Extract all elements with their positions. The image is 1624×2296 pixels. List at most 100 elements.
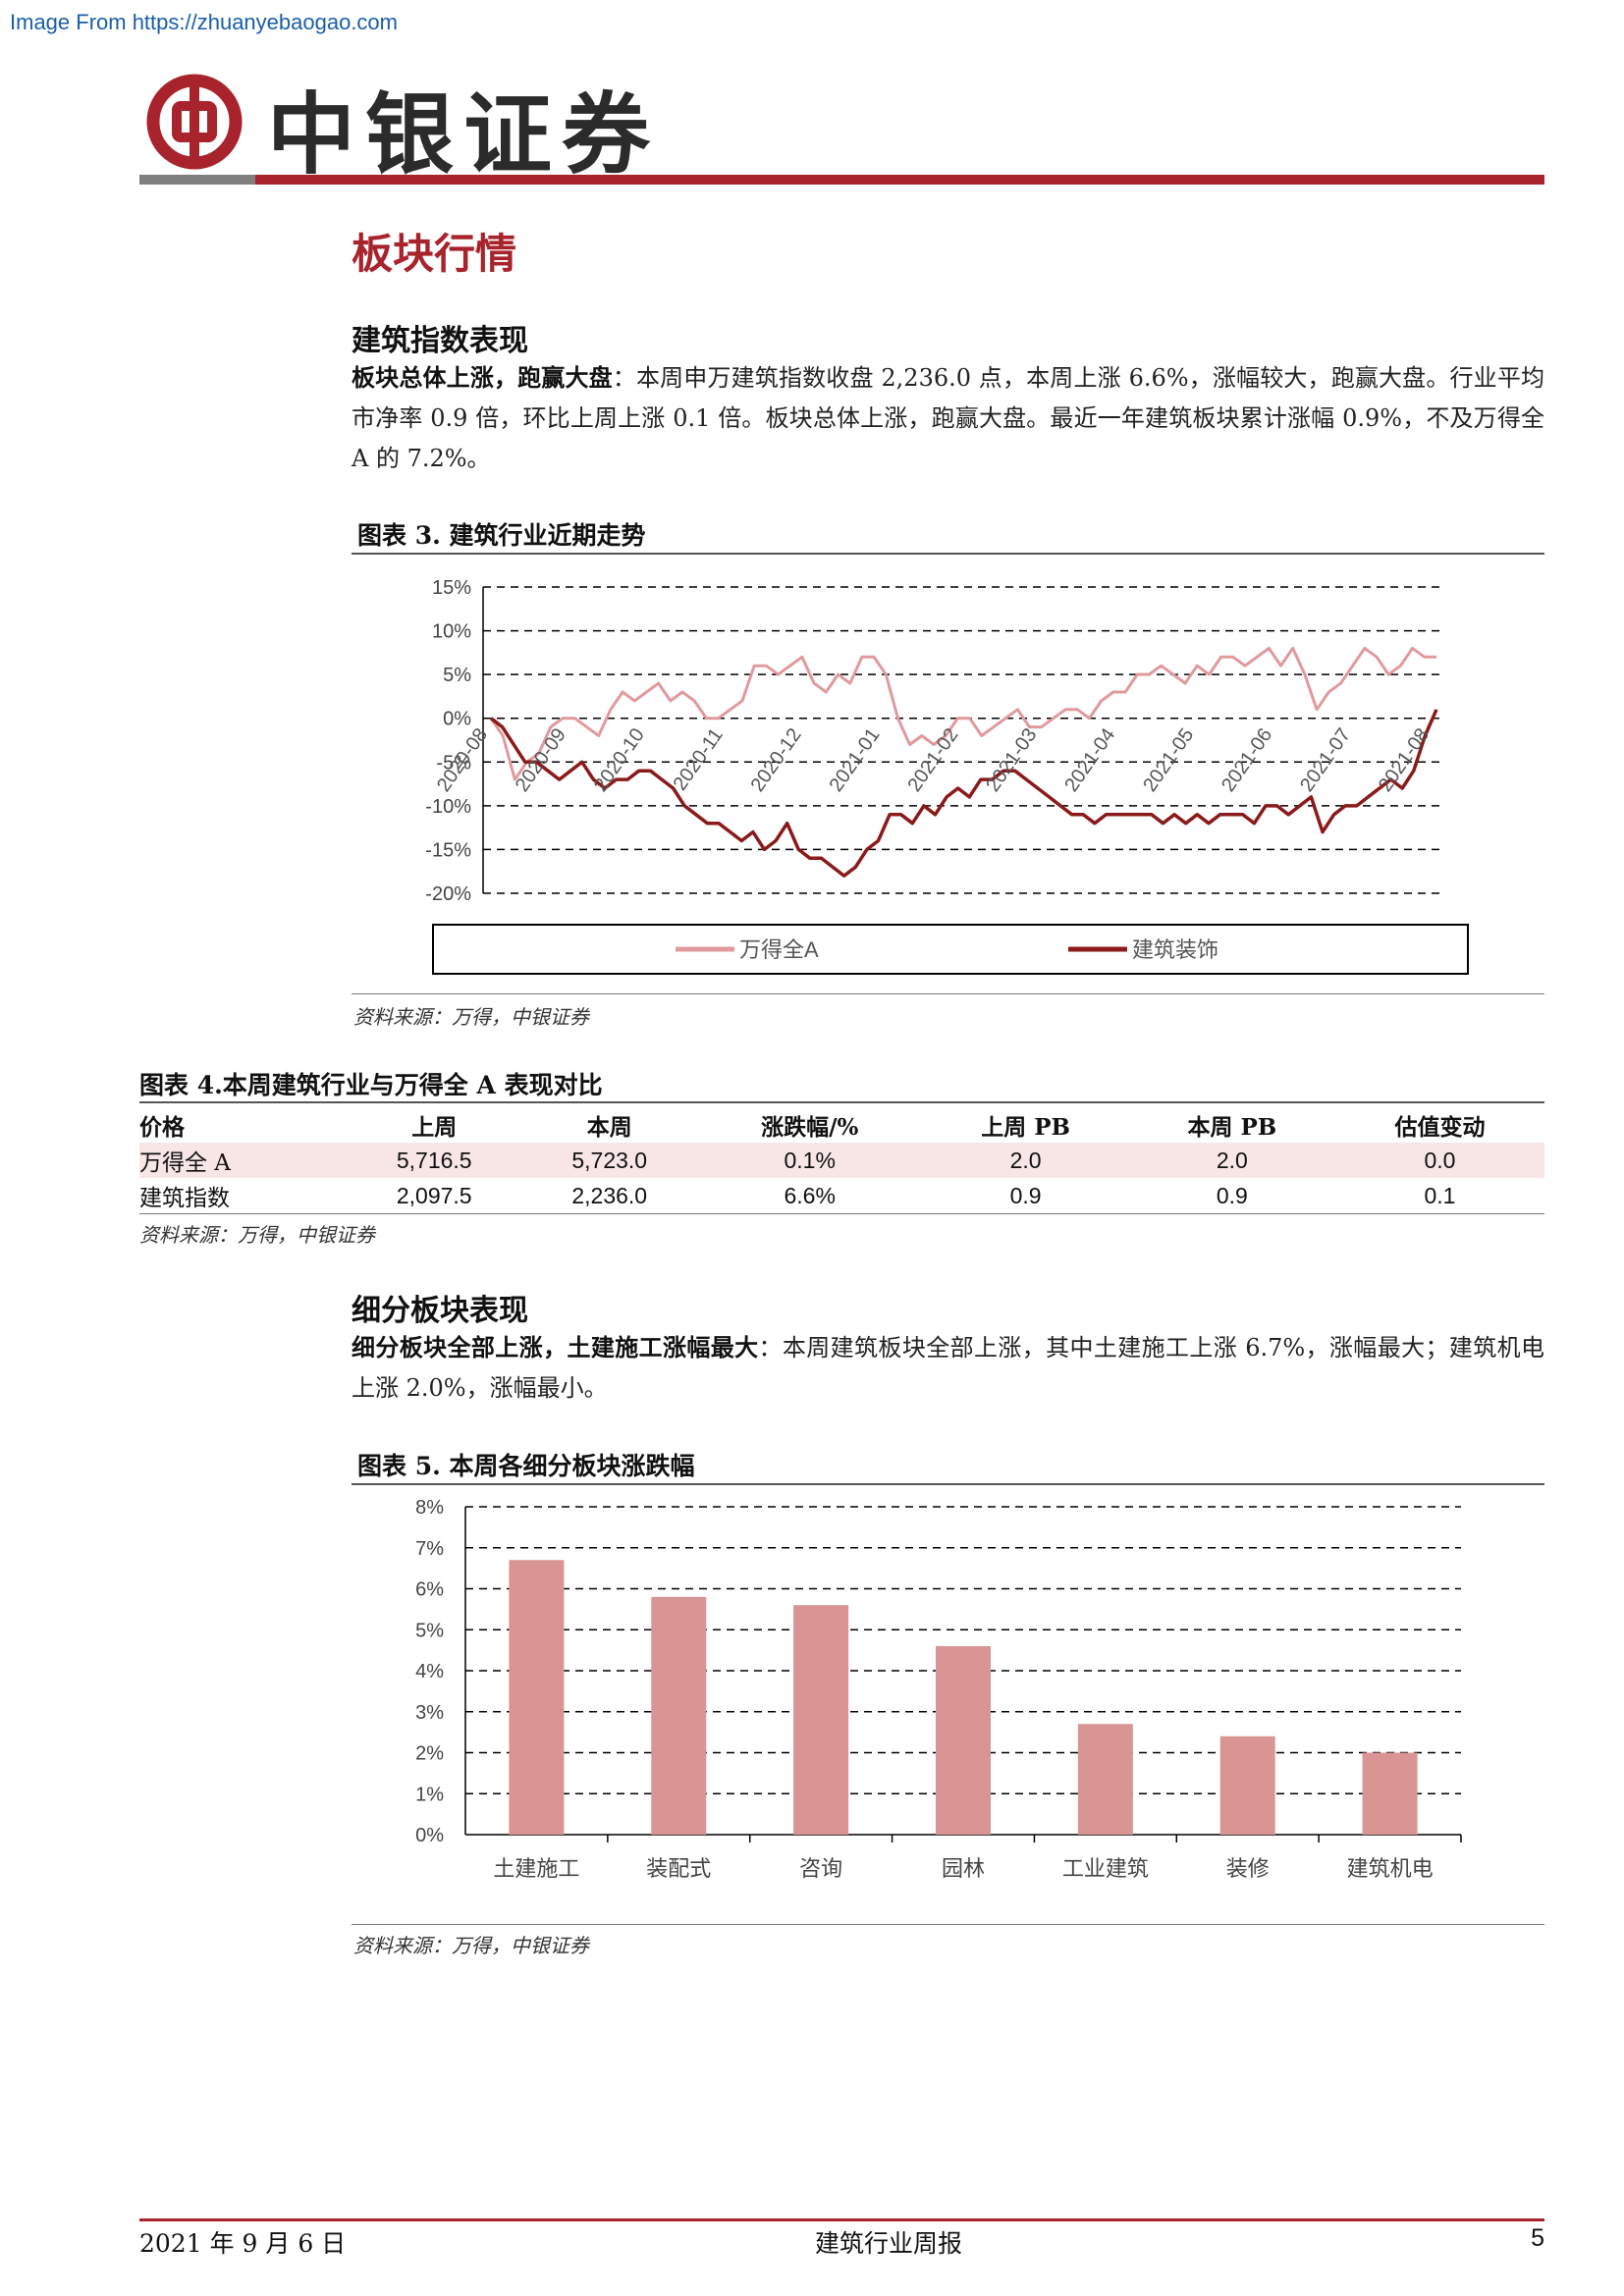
x-tick-label: 2020-12 [747, 724, 806, 796]
table-header: 价格 [139, 1114, 185, 1141]
figure-4-source: 资料来源：万得，中银证券 [139, 1223, 375, 1247]
y-tick-label: 7% [415, 1538, 444, 1560]
y-tick-label: 2% [415, 1743, 444, 1765]
legend-box [432, 924, 1469, 975]
paragraph-body: ：本周建筑板块全部上涨，其中土建施工上涨 6.7%，涨幅最大；建筑机电上涨 2.… [352, 1334, 1544, 1402]
y-tick-label: -20% [425, 883, 471, 905]
series-line-construction [489, 709, 1438, 878]
y-tick-label: 4% [415, 1661, 444, 1682]
figure-5-bottom-rule [352, 1924, 1544, 1925]
comparison-table: 价格 上周 本周 涨跌幅/% 上周 PB 本周 PB 估值变动 万得全 A 5,… [139, 1107, 1544, 1213]
figure-3-bottom-rule [352, 993, 1544, 994]
x-tick-label: 2021-07 [1296, 724, 1355, 796]
table-cell: 2.0 [922, 1143, 1129, 1178]
legend-label-construction: 建筑装饰 [1132, 937, 1218, 962]
table-cell: 0.1% [696, 1143, 923, 1178]
figure-3-line-chart: 15%10%5%0%-5%-10%-15%-20% 2020-08 2020-09… [425, 577, 1469, 975]
table-cell: 2.0 [1128, 1143, 1335, 1178]
x-tick-label: 建筑机电 [1347, 1856, 1434, 1881]
source-watermark[interactable]: Image From https://zhuanyebaogao.com [10, 10, 398, 34]
figure-5-bar-chart: 8% 7% 6% 5% 4% 3% 2% 1% 0% 土建施工 装配式 咨询 园林 工业建筑 装修 建筑机电 [415, 1497, 1462, 1881]
x-tick-label: 园林 [942, 1856, 985, 1881]
paragraph-lead: 板块总体上涨，跑赢大盘 [352, 363, 613, 392]
table-cell: 0.9 [1216, 1182, 1248, 1208]
table-cell: 2,236.0 [571, 1182, 648, 1208]
y-tick-label: 15% [432, 577, 471, 599]
y-tick-label: 5% [415, 1620, 444, 1641]
x-tick-label: 装配式 [646, 1856, 711, 1881]
series-line-wind-a [489, 646, 1436, 781]
bar [1219, 1735, 1275, 1835]
table-cell: 2,097.5 [396, 1182, 472, 1208]
y-tick-label: -15% [425, 839, 471, 861]
bar [793, 1605, 849, 1835]
table-header-row: 价格 上周 本周 涨跌幅/% 上周 PB 本周 PB 估值变动 [139, 1107, 1544, 1143]
paragraph-lead: 细分板块全部上涨，土建施工涨幅最大 [352, 1333, 759, 1362]
y-tick-label: 8% [415, 1497, 444, 1519]
table-cell: 万得全 A [139, 1143, 347, 1178]
footer-report-title: 建筑行业周报 [814, 2229, 962, 2258]
table-row: 万得全 A 5,716.5 5,723.0 0.1% 2.0 2.0 0.0 [139, 1143, 1544, 1178]
table-cell: 6.6% [784, 1182, 836, 1208]
y-tick-label: 0% [415, 1825, 444, 1846]
table-cell: 5,716.5 [347, 1143, 522, 1178]
figure-3-title: 图表 3. 建筑行业近期走势 [357, 521, 646, 550]
x-tick-label: 2021-01 [826, 724, 885, 796]
table-header: 估值变动 [1394, 1114, 1486, 1141]
x-tick-label: 2020-09 [512, 724, 570, 796]
table-cell: 0.0 [1334, 1143, 1544, 1178]
header-rule-grey [139, 175, 255, 185]
x-tick-label: 2021-02 [903, 724, 962, 796]
brand-name: 中银证券 [267, 82, 660, 187]
section-title: 板块行情 [352, 230, 517, 278]
table-header: 本周 PB [1187, 1114, 1277, 1141]
figure-3-source: 资料来源：万得，中银证券 [353, 1005, 589, 1029]
figure-5-title: 图表 5. 本周各细分板块涨跌幅 [357, 1452, 695, 1480]
bank-of-china-logo-icon [145, 73, 244, 175]
figure-5-source: 资料来源：万得，中银证券 [353, 1934, 589, 1957]
table-header: 本周 [586, 1114, 632, 1141]
x-tick-label: 2021-04 [1060, 724, 1119, 796]
y-tick-label: 1% [415, 1784, 444, 1805]
x-tick-label: 2021-06 [1218, 724, 1276, 796]
figure-5-top-rule [352, 1483, 1544, 1485]
bar [936, 1645, 991, 1835]
table-header: 上周 [411, 1114, 458, 1141]
y-tick-label: 3% [415, 1702, 444, 1724]
legend-label-wind-a: 万得全A [739, 937, 819, 962]
header-rule-red [255, 175, 1544, 185]
table-cell: 建筑指数 [139, 1186, 230, 1211]
bar [1362, 1752, 1418, 1835]
y-tick-label: 6% [415, 1579, 444, 1601]
figure-3-top-rule [352, 553, 1544, 555]
index-performance-paragraph: 板块总体上涨，跑赢大盘：本周申万建筑指数收盘 2,236.0 点，本周上涨 6.… [352, 357, 1544, 479]
x-tick-label: 装修 [1226, 1856, 1270, 1881]
table-cell: 5,723.0 [521, 1143, 697, 1178]
x-tick-label: 工业建筑 [1062, 1856, 1149, 1881]
table-row: 建筑指数 2,097.5 2,236.0 6.6% 0.9 0.9 0.1 [139, 1178, 1544, 1213]
y-tick-label: -5% [436, 752, 471, 774]
y-tick-label: 0% [443, 709, 471, 730]
table-header: 涨跌幅/% [761, 1114, 859, 1141]
footer-rule [139, 2218, 1544, 2221]
x-tick-label: 咨询 [799, 1856, 842, 1881]
paragraph-body: ：本周申万建筑指数收盘 2,236.0 点，本周上涨 6.6%，涨幅较大，跑赢大… [352, 364, 1545, 472]
x-tick-label: 2020-11 [670, 724, 728, 795]
figure-4-bottom-rule [139, 1213, 1544, 1214]
x-tick-label: 土建施工 [493, 1856, 579, 1881]
bar [1077, 1724, 1133, 1835]
y-tick-label: 10% [432, 621, 471, 643]
figure-4-title: 图表 4.本周建筑行业与万得全 A 表现对比 [139, 1071, 603, 1099]
bar [651, 1596, 707, 1835]
y-tick-label: 5% [443, 665, 471, 686]
table-header: 上周 PB [981, 1114, 1070, 1141]
sub-sector-paragraph: 细分板块全部上涨，土建施工涨幅最大：本周建筑板块全部上涨，其中土建施工上涨 6.… [352, 1327, 1544, 1409]
sub-sector-heading: 细分板块表现 [352, 1294, 528, 1328]
y-tick-label: -10% [425, 796, 471, 818]
bar [509, 1560, 565, 1835]
table-cell: 0.1 [1424, 1182, 1456, 1208]
footer-date: 2021 年 9 月 6 日 [139, 2229, 347, 2258]
index-performance-heading: 建筑指数表现 [352, 324, 528, 358]
page-number: 5 [1531, 2224, 1544, 2252]
table-cell: 0.9 [1009, 1182, 1042, 1208]
